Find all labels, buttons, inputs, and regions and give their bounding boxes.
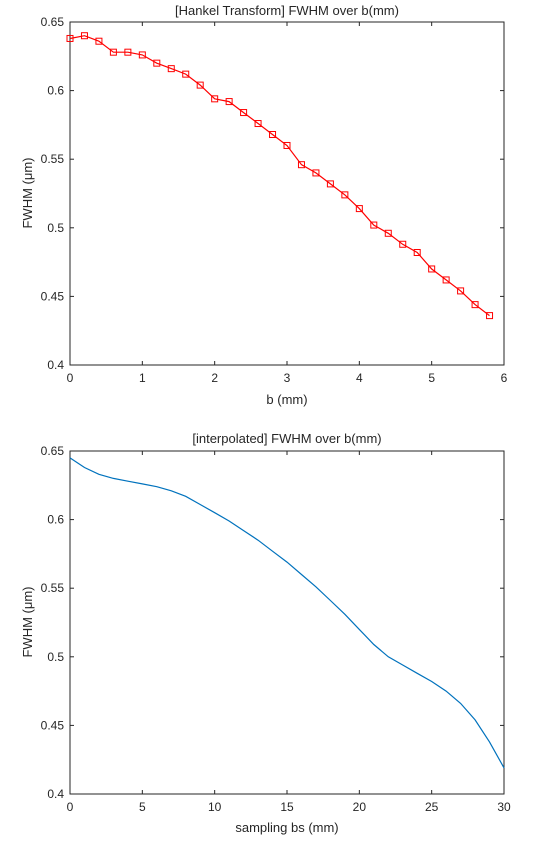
data-point [457, 287, 465, 295]
data-point [384, 229, 392, 237]
data-point [240, 109, 248, 117]
chart-hankel-transform: [Hankel Transform] FWHM over b(mm) b (mm… [20, 3, 508, 407]
data-point [211, 95, 219, 103]
x-tick-label: 15 [280, 800, 294, 814]
data-point [442, 276, 450, 284]
data-point [269, 131, 277, 139]
y-tick-label: 0.6 [47, 84, 64, 98]
data-point [167, 65, 175, 73]
y-tick-label: 0.4 [47, 787, 64, 801]
y-tick-label: 0.45 [41, 718, 65, 732]
data-point [254, 120, 262, 128]
data-point [109, 48, 117, 56]
y-tick-label: 0.4 [47, 358, 64, 372]
x-axis-label: sampling bs (mm) [235, 820, 338, 835]
chart-interpolated: [interpolated] FWHM over b(mm) sampling … [20, 431, 511, 835]
data-point [312, 169, 320, 177]
data-point [471, 301, 479, 309]
data-point [428, 265, 436, 273]
data-point [399, 240, 407, 248]
x-tick-label: 6 [501, 371, 508, 385]
data-point [182, 70, 190, 78]
y-tick-label: 0.5 [47, 650, 64, 664]
x-tick-label: 0 [67, 800, 74, 814]
plot-frame [69, 21, 505, 366]
x-tick-label: 3 [284, 371, 291, 385]
x-tick-label: 5 [139, 800, 146, 814]
x-tick-label: 2 [211, 371, 218, 385]
x-tick-label: 10 [208, 800, 222, 814]
data-point [370, 221, 378, 229]
x-tick-label: 25 [425, 800, 439, 814]
x-tick-label: 5 [428, 371, 435, 385]
y-tick-label: 0.5 [47, 221, 64, 235]
data-point [124, 48, 132, 56]
x-tick-label: 20 [353, 800, 367, 814]
y-tick-label: 0.65 [41, 444, 65, 458]
y-tick-label: 0.55 [41, 152, 65, 166]
data-point [138, 51, 146, 59]
chart-title: [Hankel Transform] FWHM over b(mm) [175, 3, 399, 18]
x-tick-label: 30 [497, 800, 511, 814]
x-tick-label: 4 [356, 371, 363, 385]
y-tick-label: 0.6 [47, 513, 64, 527]
x-tick-label: 0 [67, 371, 74, 385]
x-tick-label: 1 [139, 371, 146, 385]
y-tick-label: 0.65 [41, 15, 65, 29]
data-point [153, 59, 161, 67]
data-point [413, 248, 421, 256]
data-point [66, 34, 74, 42]
data-point [355, 205, 363, 213]
series-line [69, 35, 490, 317]
y-tick-label: 0.45 [41, 289, 65, 303]
data-point [95, 37, 103, 45]
chart-title: [interpolated] FWHM over b(mm) [192, 431, 381, 446]
data-point [341, 191, 349, 199]
plot-frame [69, 450, 505, 795]
y-tick-label: 0.55 [41, 581, 65, 595]
data-point [196, 81, 204, 89]
data-point [486, 312, 494, 320]
series-line [69, 457, 505, 769]
data-point [297, 161, 305, 169]
data-point [326, 180, 334, 188]
y-axis-label: FWHM (μm) [20, 157, 35, 228]
x-axis-label: b (mm) [266, 392, 307, 407]
data-point [283, 141, 291, 149]
data-point [80, 32, 88, 40]
data-point [225, 98, 233, 106]
y-axis-label: FWHM (μm) [20, 586, 35, 657]
